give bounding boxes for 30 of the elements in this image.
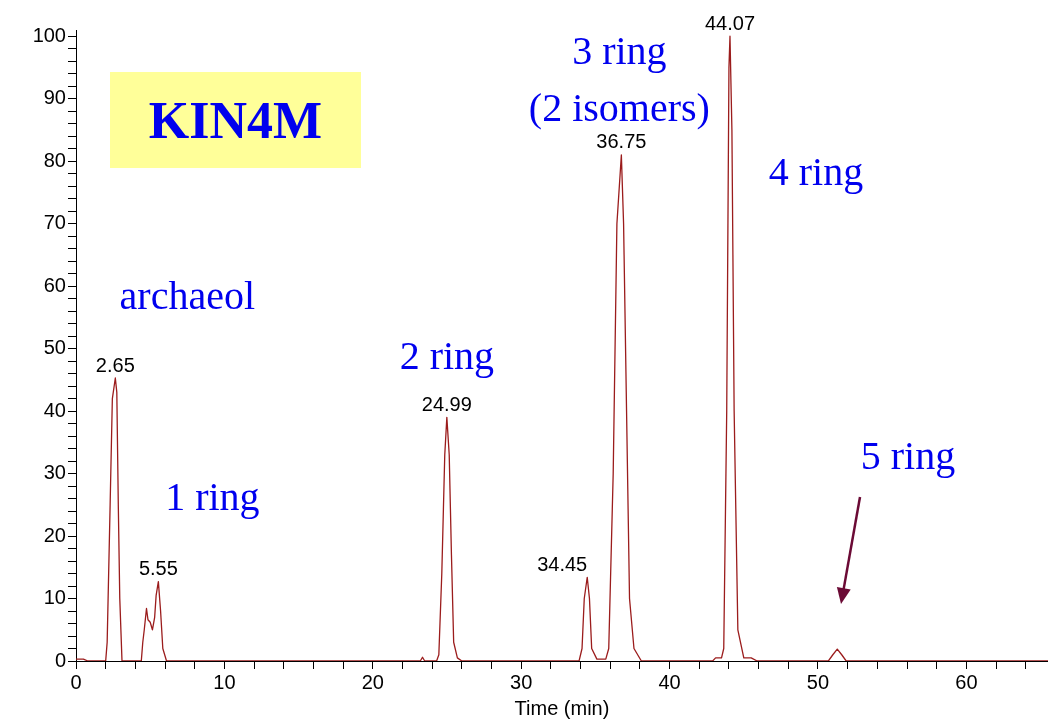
y-tick-label: 10 (43, 586, 66, 609)
annotation: 1 ring (165, 474, 260, 520)
x-tick-label: 30 (510, 670, 533, 693)
y-tick-label: 70 (43, 211, 66, 234)
y-tick-label: 20 (43, 523, 66, 546)
annotation: KIN4M (110, 72, 361, 168)
x-tick-label: 20 (361, 670, 384, 693)
y-tick-label: 60 (43, 273, 66, 296)
annotation: 2 ring (399, 332, 495, 378)
x-tick-label: 50 (806, 670, 830, 693)
y-tick-label: 80 (43, 148, 66, 171)
annotation: 36.75 (596, 130, 647, 153)
annotation: 2.65 (95, 353, 135, 376)
annotation: 4 ring (768, 148, 864, 194)
y-tick-label: 40 (43, 398, 66, 421)
x-tick-label: 0 (70, 670, 82, 693)
x-tick-label: 40 (658, 670, 681, 693)
y-tick-label: 50 (43, 336, 66, 359)
x-axis-title: Time (min) (514, 696, 610, 719)
y-tick-label: 30 (43, 461, 66, 484)
annotation: 34.45 (537, 552, 588, 575)
x-tick-label: 10 (213, 670, 236, 693)
y-tick-label: 90 (43, 86, 66, 109)
x-tick-label: 60 (955, 670, 978, 693)
y-tick-label: 0 (54, 648, 66, 671)
annotation: archaeol (119, 273, 256, 319)
y-tick-label: 100 (32, 23, 66, 46)
annotation: 24.99 (421, 392, 472, 415)
annotation: 5.55 (138, 557, 178, 580)
annotation: 5 ring (860, 432, 956, 478)
